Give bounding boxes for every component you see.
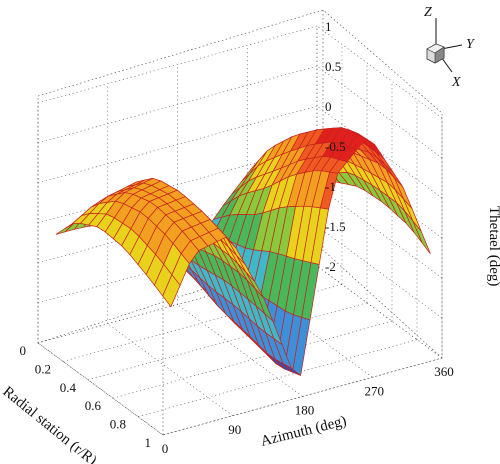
triad-y-label: Y [466, 37, 476, 52]
y-tick-label: 90 [228, 422, 241, 437]
z-tick-label: -0.5 [325, 139, 346, 154]
x-tick-label: 0 [20, 343, 27, 358]
y-tick-label: 180 [295, 403, 315, 418]
orientation-triad: Z Y X [424, 5, 476, 90]
z-axis-title: Thetael (deg) [486, 206, 500, 286]
z-tick-label: -1.5 [325, 219, 346, 234]
surface-patch [162, 274, 181, 308]
x-tick-label: 1 [145, 435, 152, 450]
y-tick-label: 360 [434, 364, 454, 379]
x-tick-label: 0.2 [35, 361, 51, 376]
surface-plot [55, 127, 431, 376]
x-tick-label: 0.8 [110, 417, 126, 432]
x-axis-title: Radial station (r/R) [0, 384, 100, 464]
x-tick-label: 0.6 [85, 398, 102, 413]
tick-labels: 00.20.40.60.81 09018027036010.50-0.5-1-1.… [20, 19, 454, 456]
y-tick-label: 270 [365, 383, 385, 398]
x-tick-label: 0.4 [60, 380, 77, 395]
surface-patch [412, 220, 431, 255]
y-axis-title: Azimuth (deg) [259, 413, 348, 450]
z-tick-label: 0 [325, 99, 332, 114]
y-tick-label: 0 [162, 441, 169, 456]
z-tick-label: -1 [325, 179, 336, 194]
z-tick-label: -2 [325, 259, 336, 274]
z-tick-label: 0.5 [325, 59, 341, 74]
triad-z-label: Z [424, 5, 432, 20]
triad-x-label: X [451, 75, 461, 90]
surface-patch [282, 363, 301, 376]
z-tick-label: 1 [325, 19, 332, 34]
